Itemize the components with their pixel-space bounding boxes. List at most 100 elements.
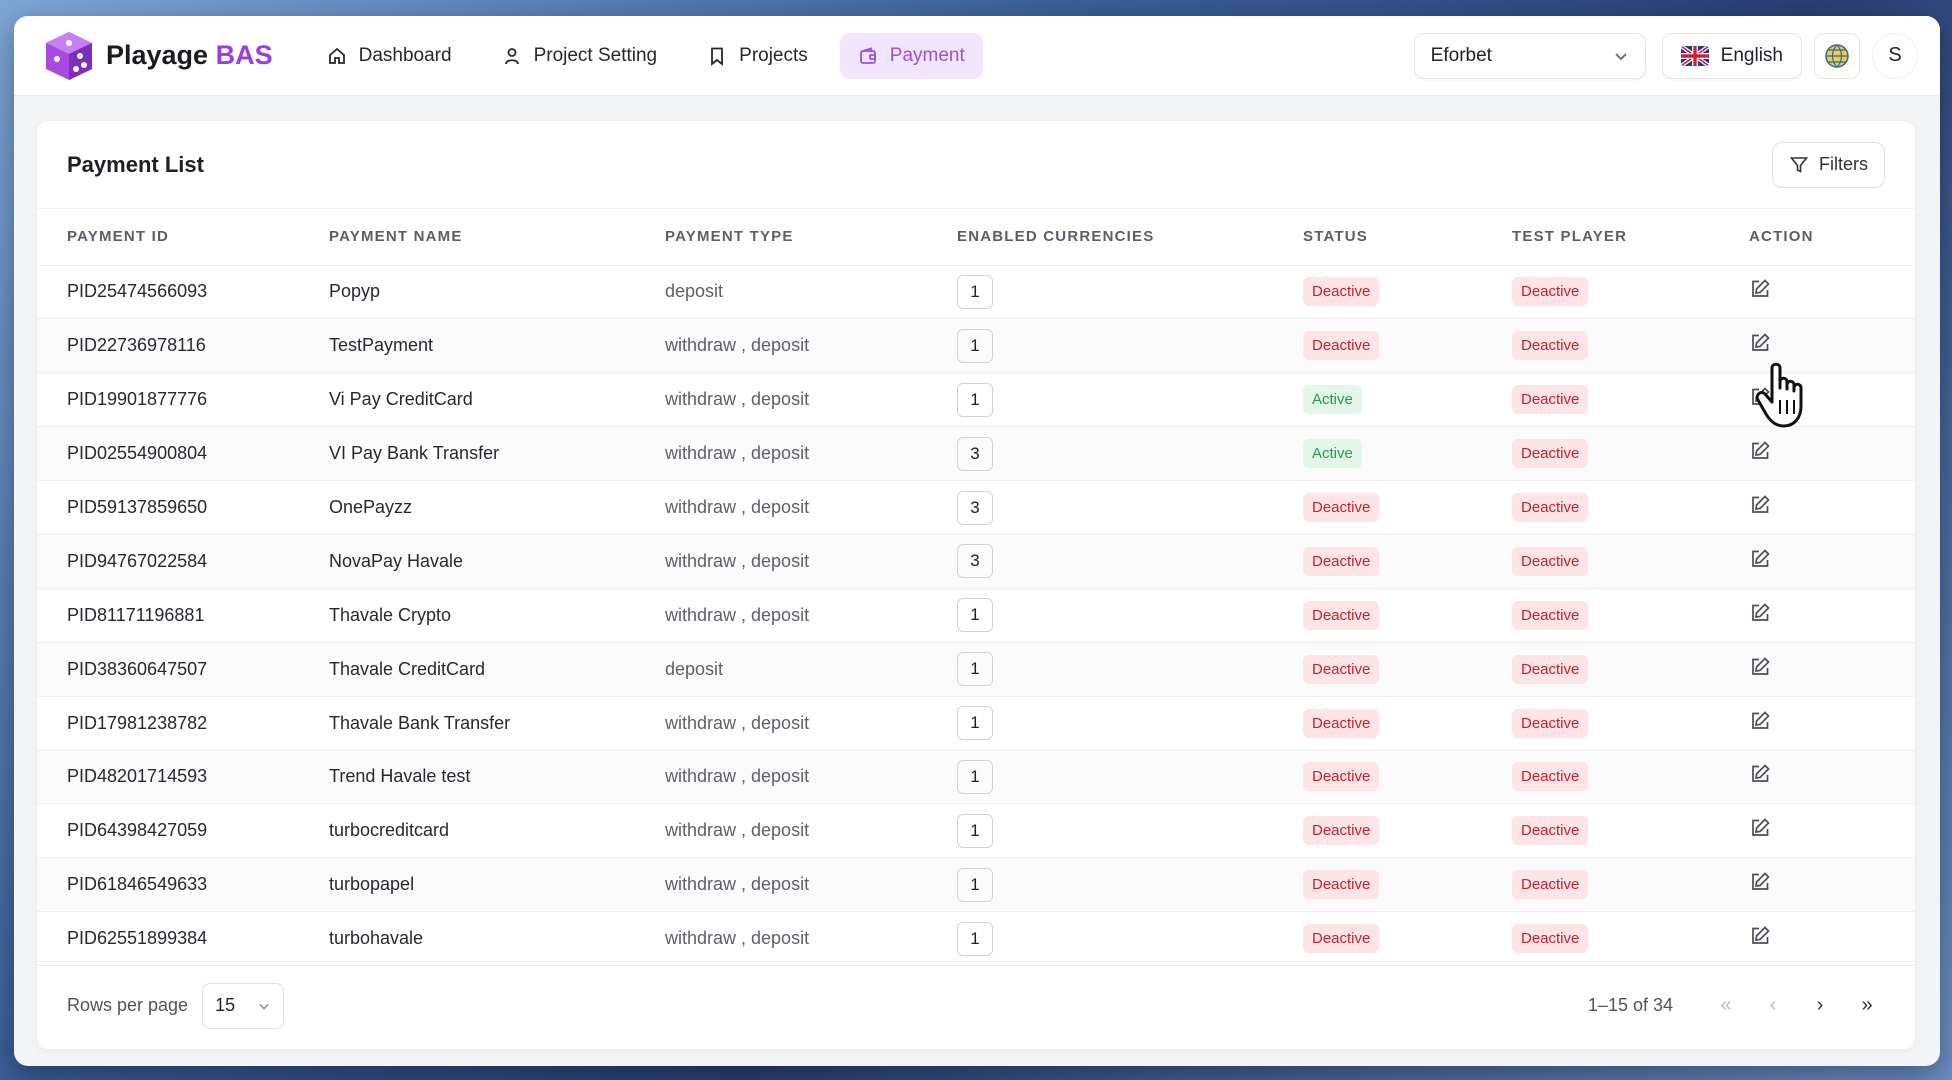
prev-page-button[interactable]: ‹: [1769, 994, 1777, 1016]
edit-icon[interactable]: [1749, 817, 1771, 839]
rows-per-page-value: 15: [215, 995, 236, 1015]
col-payment-id[interactable]: PAYMENT ID: [37, 209, 329, 266]
table-row[interactable]: PID38360647507 Thavale CreditCard deposit 1…: [37, 642, 1915, 697]
payment-name-cell: NovaPay Havale: [329, 534, 665, 589]
table-row[interactable]: PID19901877776 Vi Pay CreditCard withdraw …: [37, 372, 1915, 428]
edit-icon[interactable]: [1749, 763, 1771, 785]
payment-id-cell: PID19901877776: [37, 372, 329, 428]
edit-icon[interactable]: [1749, 278, 1771, 300]
currencies-cell: 1: [957, 318, 1303, 374]
table-row[interactable]: PID94767022584 NovaPay Havale withdraw , d…: [37, 534, 1915, 589]
payment-name-cell: Thavale CreditCard: [329, 642, 665, 697]
currency-count-badge: 1: [957, 382, 993, 417]
user-avatar[interactable]: S: [1872, 32, 1918, 79]
test-player-cell: Deactive: [1512, 318, 1749, 374]
filters-button[interactable]: Filters: [1772, 141, 1885, 188]
status-badge: Deactive: [1303, 870, 1380, 900]
globe-icon: [1825, 43, 1849, 68]
col-payment-type[interactable]: PAYMENT TYPE: [665, 209, 957, 266]
col-enabled-currencies[interactable]: ENABLED CURRENCIES: [957, 209, 1303, 266]
payment-name-cell: Thavale Crypto: [329, 588, 665, 643]
brand[interactable]: Playage BAS: [42, 29, 273, 83]
test-player-badge: Deactive: [1512, 924, 1589, 954]
table-row[interactable]: PID81171196881 Thavale Crypto withdraw , d…: [37, 588, 1915, 643]
test-player-badge: Deactive: [1512, 493, 1589, 522]
nav-projects[interactable]: Projects: [689, 33, 826, 79]
status-badge: Deactive: [1303, 654, 1380, 684]
edit-icon[interactable]: [1749, 602, 1771, 624]
edit-icon[interactable]: [1749, 710, 1771, 732]
table-row[interactable]: PID22736978116 TestPayment withdraw , depo…: [37, 318, 1915, 374]
status-badge: Deactive: [1303, 708, 1380, 738]
rows-per-page-label: Rows per page: [67, 995, 189, 1015]
edit-icon[interactable]: [1749, 656, 1771, 678]
edit-icon[interactable]: [1749, 925, 1771, 947]
first-page-button[interactable]: «: [1720, 994, 1732, 1016]
table-row[interactable]: PID02554900804 VI Pay Bank Transfer withdr…: [37, 426, 1915, 482]
table-body: PID25474566093 Popyp deposit 1 Deactive Deact…: [37, 265, 1915, 967]
language-button[interactable]: English: [1661, 32, 1802, 79]
payment-name-cell: turbohavale: [329, 911, 665, 967]
payment-table: PAYMENT ID PAYMENT NAME PAYMENT TYPE ENA…: [37, 209, 1915, 967]
table-row[interactable]: PID62551899384 turbohavale withdraw , depo…: [37, 911, 1915, 967]
status-cell: Deactive: [1303, 588, 1512, 643]
col-payment-name[interactable]: PAYMENT NAME: [329, 209, 665, 266]
table-row[interactable]: PID64398427059 turbocreditcard withdraw , …: [37, 803, 1915, 859]
test-player-cell: Deactive: [1512, 265, 1749, 320]
rows-per-page-select[interactable]: 15: [202, 982, 285, 1029]
next-page-button[interactable]: ›: [1816, 994, 1824, 1016]
brand-title: Playage BAS: [106, 40, 273, 70]
globe-button[interactable]: [1814, 32, 1860, 79]
action-cell: [1749, 588, 1915, 643]
test-player-badge: Deactive: [1512, 331, 1589, 361]
edit-icon[interactable]: [1749, 871, 1771, 893]
edit-icon[interactable]: [1749, 548, 1771, 570]
filters-label: Filters: [1819, 154, 1868, 174]
payment-type-cell: withdraw , deposit: [665, 534, 957, 589]
status-cell: Deactive: [1303, 857, 1512, 913]
edit-icon[interactable]: [1749, 494, 1771, 516]
currencies-cell: 1: [957, 696, 1303, 751]
col-status[interactable]: STATUS: [1303, 209, 1512, 266]
payment-list-card: Payment List Filters PAYMENT ID PAYMENT …: [36, 120, 1916, 1050]
nav-projects-label: Projects: [739, 44, 808, 66]
table-row[interactable]: PID48201714593 Trend Havale test withdraw …: [37, 750, 1915, 805]
project-select[interactable]: Eforbet: [1413, 32, 1646, 79]
nav-dashboard[interactable]: Dashboard: [309, 33, 470, 79]
table-row[interactable]: PID25474566093 Popyp deposit 1 Deactive Deact…: [37, 265, 1915, 320]
col-test-player[interactable]: TEST PLAYER: [1512, 209, 1749, 266]
edit-icon[interactable]: [1749, 440, 1771, 462]
currencies-cell: 3: [957, 534, 1303, 589]
table-row[interactable]: PID17981238782 Thavale Bank Transfer withd…: [37, 696, 1915, 751]
currencies-cell: 1: [957, 803, 1303, 859]
payment-type-cell: withdraw , deposit: [665, 696, 957, 751]
payment-type-cell: withdraw , deposit: [665, 857, 957, 913]
last-page-button[interactable]: »: [1861, 994, 1873, 1016]
payment-type-cell: withdraw , deposit: [665, 588, 957, 643]
action-cell: [1749, 480, 1915, 535]
nav-project-setting[interactable]: Project Setting: [484, 33, 676, 79]
table-row[interactable]: PID61846549633 turbopapel withdraw , depos…: [37, 857, 1915, 913]
test-player-badge: Deactive: [1512, 277, 1589, 307]
test-player-cell: Deactive: [1512, 911, 1749, 967]
currency-count-badge: 1: [957, 921, 993, 956]
payment-id-cell: PID62551899384: [37, 911, 329, 967]
payment-id-cell: PID48201714593: [37, 750, 329, 805]
payment-name-cell: Thavale Bank Transfer: [329, 696, 665, 751]
bookmark-icon: [711, 47, 724, 66]
main-nav: Dashboard Project Setting Projects Payme…: [309, 32, 997, 79]
table-header-row: PAYMENT ID PAYMENT NAME PAYMENT TYPE ENA…: [37, 209, 1915, 266]
status-badge: Deactive: [1303, 600, 1380, 630]
nav-payment[interactable]: Payment: [839, 32, 983, 79]
test-player-badge: Deactive: [1512, 600, 1589, 630]
currency-count-badge: 1: [957, 328, 993, 363]
edit-icon[interactable]: [1749, 332, 1771, 354]
status-cell: Active: [1303, 426, 1512, 482]
payment-type-cell: withdraw , deposit: [665, 911, 957, 967]
table-row[interactable]: PID59137859650 OnePayzz withdraw , deposit…: [37, 480, 1915, 535]
payment-name-cell: Vi Pay CreditCard: [329, 372, 665, 428]
nav-payment-label: Payment: [889, 44, 965, 66]
test-player-badge: Deactive: [1512, 708, 1589, 738]
hand-pointer-cursor-icon: [1755, 362, 1803, 428]
app-window: Playage BAS Dashboard Project Setting Pr…: [14, 16, 1940, 1066]
